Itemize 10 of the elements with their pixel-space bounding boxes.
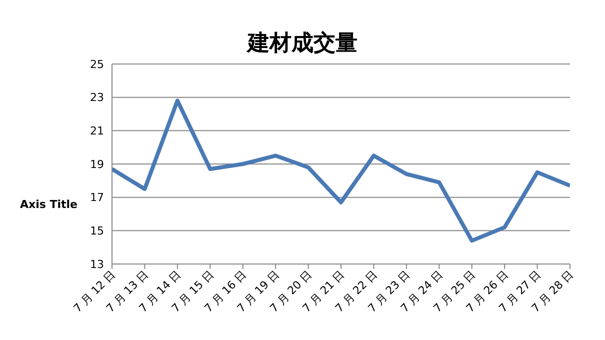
y-tick-label: 15 (90, 224, 104, 238)
y-tick-label: 19 (90, 158, 104, 171)
y-tick-label: 13 (90, 258, 104, 271)
y-tick-label: 23 (90, 91, 104, 104)
line-series (112, 98, 570, 243)
y-axis-title: Axis Title (20, 198, 78, 211)
y-tick-label: 17 (90, 191, 104, 204)
y-tick-label: 25 (90, 58, 104, 71)
y-tick-label: 21 (90, 124, 104, 138)
chart-title: 建材成交量 (245, 30, 358, 58)
